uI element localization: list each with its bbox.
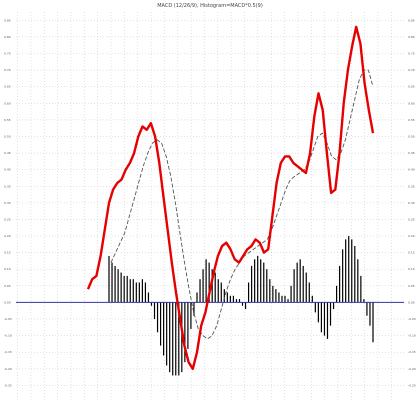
y-tick-label: 0.35	[408, 184, 415, 188]
y-tick-label: 0.35	[4, 184, 11, 188]
y-tick-label: 0.05	[408, 284, 415, 288]
y-tick-label: 0.55	[408, 118, 415, 122]
y-tick-label: 0.60	[4, 101, 11, 105]
grid	[16, 12, 404, 400]
y-tick-label: 0.70	[4, 68, 11, 72]
y-tick-label: 0.50	[4, 134, 11, 138]
y-tick-label: -0.25	[408, 383, 416, 387]
y-tick-label: -0.25	[4, 383, 12, 387]
macd-path	[86, 25, 375, 370]
y-tick-label: -0.15	[4, 350, 12, 354]
macd-line-series	[86, 25, 375, 370]
y-tick-label: 0.40	[408, 168, 415, 172]
y-tick-label: 0.65	[4, 85, 11, 89]
y-tick-label: -0.20	[408, 367, 416, 371]
y-tick-label: 0.75	[408, 51, 415, 55]
y-tick-label: 0.15	[408, 251, 415, 255]
y-tick-label: 0.55	[4, 118, 11, 122]
y-tick-label: 0.25	[408, 217, 415, 221]
y-tick-label: 0.30	[408, 201, 415, 205]
y-tick-label: 0.05	[4, 284, 11, 288]
y-tick-label: 0.65	[408, 85, 415, 89]
y-tick-label: 0.10	[408, 267, 415, 271]
y-tick-label: 0.10	[4, 267, 11, 271]
y-tick-label: -0.20	[4, 367, 12, 371]
y-tick-label: 0.45	[4, 151, 11, 155]
y-axis-left: 0.85 0.80 0.75 0.70 0.65 0.60 0.55 0.50 0.45 0.40…	[4, 18, 12, 387]
y-tick-label: 0.75	[4, 51, 11, 55]
y-axis-right: 0.85 0.80 0.75 0.70 0.65 0.60 0.55 0.50 0.45 0.40…	[408, 18, 416, 387]
y-tick-label: 0.50	[408, 134, 415, 138]
y-tick-label: 0.85	[4, 18, 11, 22]
y-tick-label: -0.10	[408, 334, 416, 338]
y-tick-label: 0.00	[4, 300, 11, 304]
y-tick-label: 0.85	[408, 18, 415, 22]
y-tick-label: -0.15	[408, 350, 416, 354]
y-tick-label: -0.05	[408, 317, 416, 321]
y-tick-label: 0.45	[408, 151, 415, 155]
y-tick-label: 0.15	[4, 251, 11, 255]
y-tick-label: 0.60	[408, 101, 415, 105]
y-tick-label: 0.30	[4, 201, 11, 205]
y-tick-label: 0.80	[4, 35, 11, 39]
y-tick-label: 0.70	[408, 68, 415, 72]
y-tick-label: 0.80	[408, 35, 415, 39]
y-tick-label: 0.20	[408, 234, 415, 238]
chart-title: MACD (12/26/9), Histogram=MACD*0.5(9)	[157, 3, 263, 9]
y-tick-label: 0.00	[408, 300, 415, 304]
y-tick-label: 0.25	[4, 217, 11, 221]
y-tick-label: 0.20	[4, 234, 11, 238]
y-tick-label: -0.05	[4, 317, 12, 321]
y-tick-label: -0.10	[4, 334, 12, 338]
histogram-series	[108, 236, 374, 376]
y-tick-label: 0.40	[4, 168, 11, 172]
